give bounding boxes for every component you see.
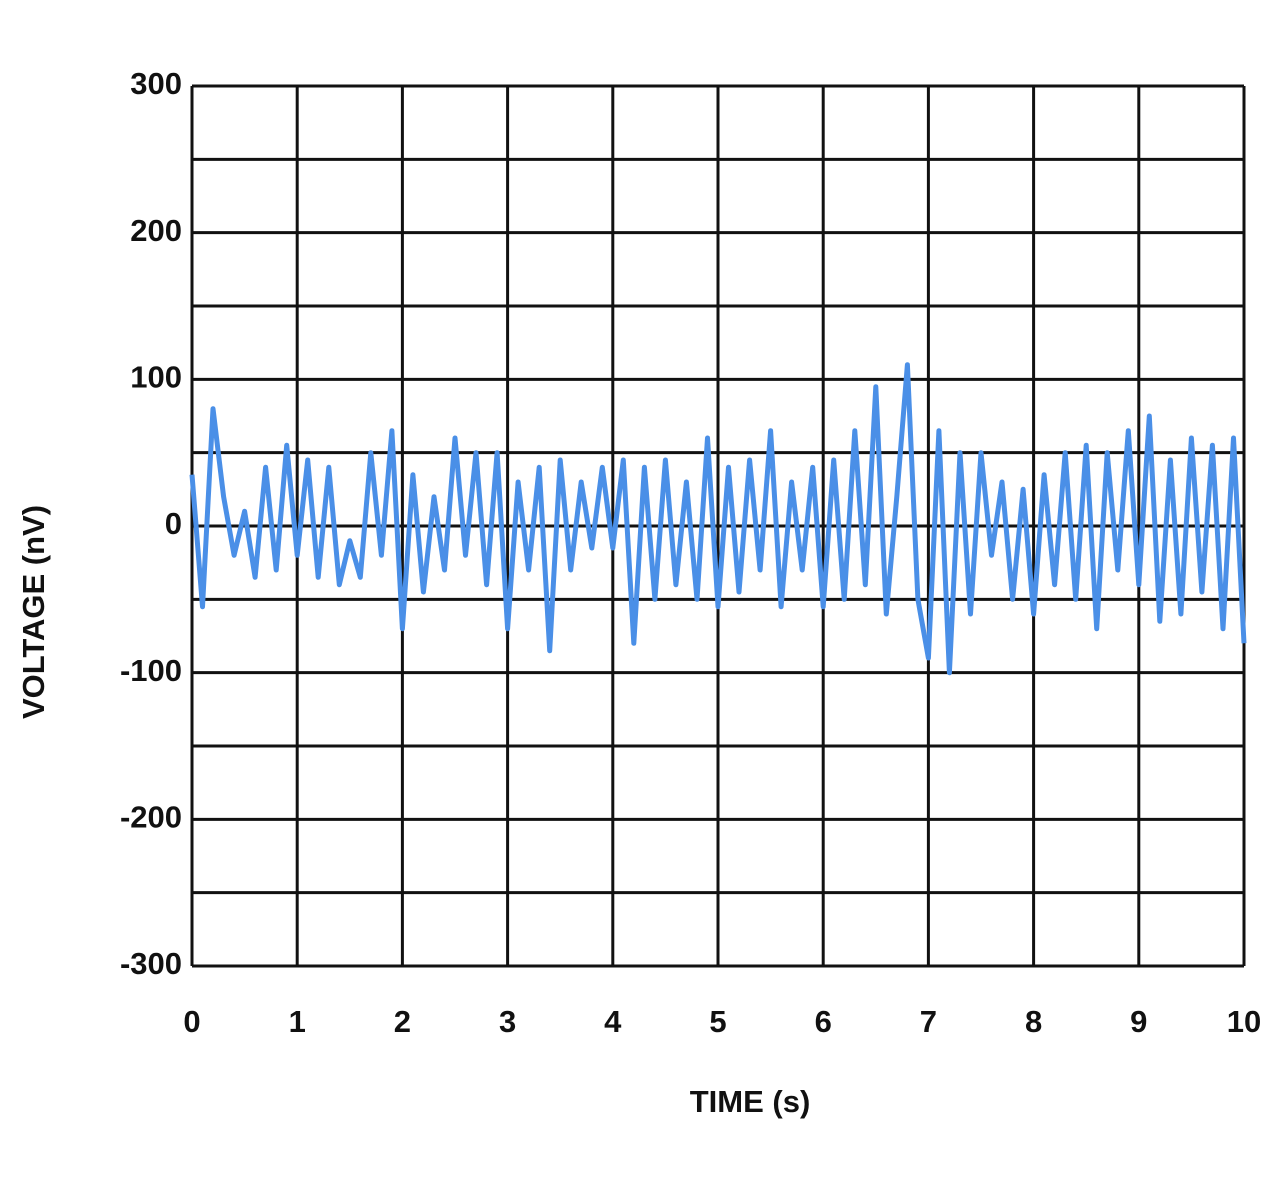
x-tick-label: 9 bbox=[1130, 1004, 1147, 1039]
x-tick-label: 4 bbox=[604, 1004, 622, 1039]
x-tick-label: 10 bbox=[1227, 1004, 1261, 1039]
x-tick-label: 8 bbox=[1025, 1004, 1042, 1039]
x-tick-label: 2 bbox=[394, 1004, 411, 1039]
y-tick-label: 100 bbox=[130, 360, 182, 395]
x-tick-label: 5 bbox=[709, 1004, 726, 1039]
y-tick-label: -100 bbox=[120, 653, 182, 688]
y-tick-label: -300 bbox=[120, 946, 182, 981]
y-axis-label: VOLTAGE (nV) bbox=[16, 505, 51, 719]
series-line bbox=[189, 362, 1247, 676]
y-tick-label: 200 bbox=[130, 213, 182, 248]
x-tick-label: 7 bbox=[920, 1004, 937, 1039]
x-tick-label: 3 bbox=[499, 1004, 516, 1039]
y-tick-label: -200 bbox=[120, 800, 182, 835]
x-tick-label: 1 bbox=[289, 1004, 306, 1039]
y-tick-label: 300 bbox=[130, 66, 182, 101]
x-tick-label: 6 bbox=[815, 1004, 832, 1039]
x-tick-label: 0 bbox=[183, 1004, 200, 1039]
y-tick-label: 0 bbox=[165, 506, 182, 541]
x-axis-label: TIME (s) bbox=[690, 1084, 811, 1119]
